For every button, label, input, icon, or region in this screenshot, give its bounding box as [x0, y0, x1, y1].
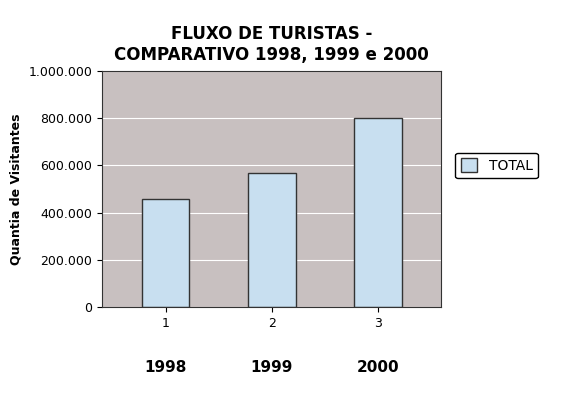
- Bar: [142, 199, 190, 307]
- Title: FLUXO DE TURISTAS -
COMPARATIVO 1998, 1999 e 2000: FLUXO DE TURISTAS - COMPARATIVO 1998, 19…: [114, 25, 429, 64]
- Text: 2000: 2000: [357, 360, 399, 375]
- Text: 1998: 1998: [144, 360, 187, 375]
- Bar: [248, 173, 295, 307]
- Text: 1999: 1999: [251, 360, 293, 375]
- Bar: [354, 118, 402, 307]
- Legend: TOTAL: TOTAL: [455, 152, 538, 178]
- Y-axis label: Quantia de Visitantes: Quantia de Visitantes: [10, 113, 23, 265]
